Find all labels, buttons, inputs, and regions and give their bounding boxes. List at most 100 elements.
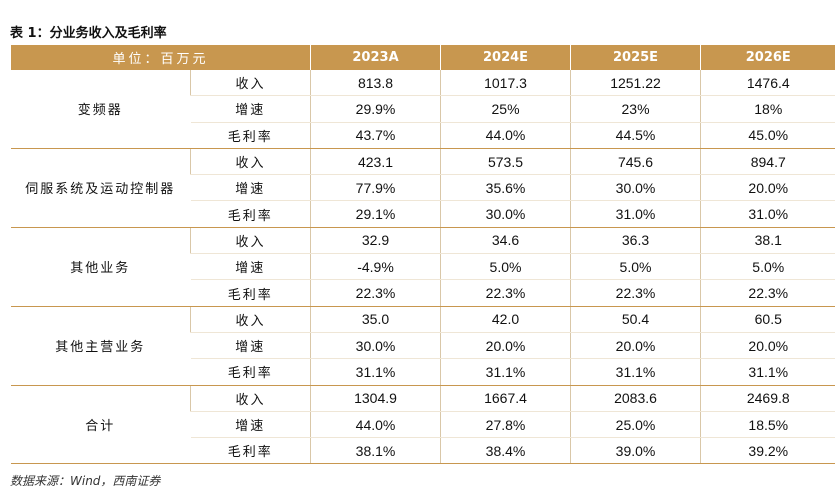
value-cell: 50.4 (570, 306, 701, 333)
header-cell: 2025E (570, 45, 701, 70)
value-cell: 32.9 (310, 227, 441, 255)
value-cell: 22.3% (700, 279, 835, 307)
value-cell: 20.0% (570, 332, 701, 360)
metric-cell: 增速 (190, 411, 311, 439)
metric-cell: 增速 (190, 253, 311, 281)
value-cell: 30.0% (310, 332, 441, 360)
value-cell: 31.0% (700, 200, 835, 228)
value-cell: 39.2% (700, 437, 835, 465)
group-cell: 合计 (10, 385, 191, 465)
table-row: 增速 30.0% 20.0% 20.0% 20.0% (11, 332, 835, 360)
header-cell: 2026E (700, 45, 835, 70)
value-cell: 60.5 (700, 306, 835, 333)
value-cell: 30.0% (570, 174, 701, 202)
metric-cell: 毛利率 (190, 122, 311, 149)
value-cell: -4.9% (310, 253, 441, 281)
value-cell: 1304.9 (310, 385, 441, 412)
metric-cell: 收入 (189, 306, 311, 333)
value-cell: 35.6% (440, 174, 571, 202)
value-cell: 39.0% (570, 437, 701, 465)
value-cell: 22.3% (570, 279, 701, 307)
source-note: 数据来源：Wind，西南证券 (10, 474, 161, 488)
metric-cell: 毛利率 (190, 358, 311, 386)
value-cell: 1667.4 (440, 385, 571, 412)
value-cell: 2083.6 (570, 385, 701, 412)
value-cell: 42.0 (440, 306, 571, 333)
value-cell: 38.1 (700, 227, 835, 255)
value-cell: 38.1% (310, 437, 441, 465)
group-cell: 变频器 (10, 70, 191, 149)
value-cell: 29.9% (310, 95, 441, 123)
table-row: 毛利率 38.1% 38.4% 39.0% 39.2% (11, 437, 835, 465)
value-cell: 43.7% (310, 122, 441, 149)
value-cell: 45.0% (700, 122, 835, 149)
value-cell: 35.0 (310, 306, 441, 333)
group-cell: 其他业务 (10, 227, 191, 307)
table-row: 其他主营业务 收入 35.0 42.0 50.4 60.5 (10, 306, 835, 386)
table-row: 增速 29.9% 25% 23% 18% (11, 95, 835, 123)
metric-cell: 收入 (189, 148, 311, 176)
value-cell: 20.0% (440, 332, 571, 360)
value-cell: 31.1% (570, 358, 701, 386)
header-cell: 2024E (440, 45, 571, 70)
value-cell: 573.5 (440, 148, 571, 176)
value-cell: 44.0% (310, 411, 441, 439)
value-cell: 1476.4 (700, 70, 835, 97)
value-cell: 423.1 (310, 148, 441, 176)
table-row: 毛利率 29.1% 30.0% 31.0% 31.0% (11, 200, 835, 228)
value-cell: 31.1% (700, 358, 835, 386)
value-cell: 44.0% (440, 122, 571, 149)
value-cell: 34.6 (440, 227, 571, 255)
metric-cell: 收入 (189, 385, 311, 412)
metric-cell: 收入 (189, 70, 311, 97)
table-row: 增速 -4.9% 5.0% 5.0% 5.0% (11, 253, 835, 281)
value-cell: 18% (700, 95, 835, 123)
value-cell: 20.0% (700, 174, 835, 202)
table-row: 增速 44.0% 27.8% 25.0% 18.5% (11, 411, 835, 439)
value-cell: 813.8 (310, 70, 441, 97)
table-row: 伺服系统及运动控制器 收入 423.1 573.5 745.6 894.7 (10, 148, 835, 228)
value-cell: 745.6 (570, 148, 701, 176)
value-cell: 31.1% (310, 358, 441, 386)
value-cell: 27.8% (440, 411, 571, 439)
metric-cell: 增速 (190, 174, 311, 202)
metric-cell: 毛利率 (190, 437, 311, 465)
value-cell: 31.0% (570, 200, 701, 228)
value-cell: 5.0% (570, 253, 701, 281)
table-row: 毛利率 22.3% 22.3% 22.3% 22.3% (11, 279, 835, 307)
table-row: 毛利率 31.1% 31.1% 31.1% 31.1% (11, 358, 835, 386)
value-cell: 1251.22 (570, 70, 701, 97)
header-cell: 单位：百万元 (9, 45, 311, 70)
metric-cell: 毛利率 (190, 200, 311, 228)
group-cell: 伺服系统及运动控制器 (10, 148, 191, 228)
table-row: 毛利率 43.7% 44.0% 44.5% 45.0% (11, 122, 835, 149)
value-cell: 2469.8 (700, 385, 835, 412)
value-cell: 20.0% (700, 332, 835, 360)
value-cell: 5.0% (440, 253, 571, 281)
value-cell: 30.0% (440, 200, 571, 228)
table-title: 表 1：分业务收入及毛利率 (10, 26, 167, 41)
value-cell: 25% (440, 95, 571, 123)
group-cell: 其他主营业务 (10, 306, 191, 386)
value-cell: 5.0% (700, 253, 835, 281)
metric-cell: 增速 (190, 95, 311, 123)
value-cell: 44.5% (570, 122, 701, 149)
value-cell: 18.5% (700, 411, 835, 439)
table-row: 合计 收入 1304.9 1667.4 2083.6 2469.8 (10, 385, 835, 465)
metric-cell: 毛利率 (190, 279, 311, 307)
header-cell: 2023A (310, 45, 441, 70)
value-cell: 22.3% (310, 279, 441, 307)
value-cell: 77.9% (310, 174, 441, 202)
table-row: 其他业务 收入 32.9 34.6 36.3 38.1 (10, 227, 835, 307)
value-cell: 25.0% (570, 411, 701, 439)
metric-cell: 增速 (190, 332, 311, 360)
value-cell: 31.1% (440, 358, 571, 386)
table-row: 变频器 收入 813.8 1017.3 1251.22 1476.4 (10, 70, 835, 149)
value-cell: 23% (570, 95, 701, 123)
value-cell: 1017.3 (440, 70, 571, 97)
value-cell: 22.3% (440, 279, 571, 307)
value-cell: 38.4% (440, 437, 571, 465)
table: 单位：百万元 2023A 2024E 2025E 2026E 变频器 收入 813.8 101… (9, 45, 835, 465)
header-row: 单位：百万元 2023A 2024E 2025E 2026E (9, 45, 835, 70)
